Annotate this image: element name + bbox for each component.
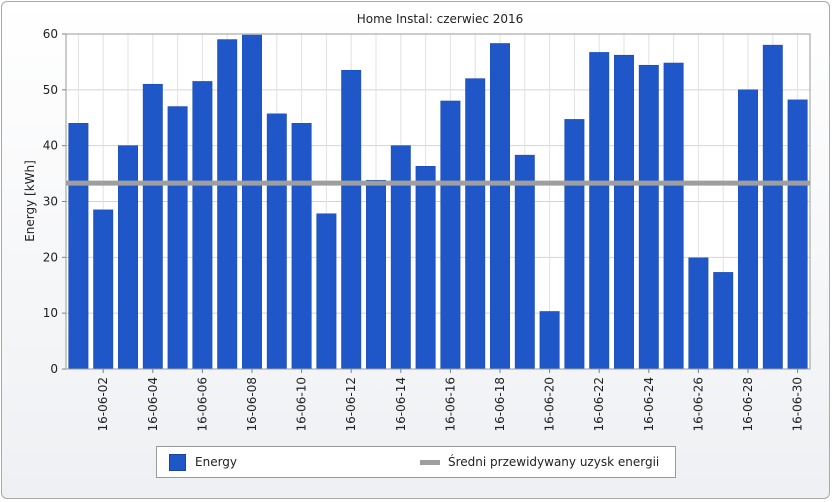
bar — [390, 145, 411, 370]
bar — [366, 179, 386, 370]
bar — [242, 34, 262, 370]
y-axis-label: Energy [kWh] — [23, 160, 37, 242]
y-tick-label: 60 — [43, 27, 58, 41]
bar — [713, 272, 734, 370]
bar — [688, 257, 709, 370]
bar — [266, 113, 287, 370]
bar — [738, 89, 758, 370]
bar — [514, 154, 535, 370]
plot-border — [65, 33, 811, 370]
y-tick-label: 40 — [43, 139, 58, 153]
x-tick-label: 16-06-10 — [295, 377, 309, 431]
bar — [490, 43, 510, 370]
x-tick-label: 16-06-14 — [394, 377, 408, 431]
legend-label-average: Średni przewidywany uzysk energii — [448, 455, 660, 469]
bar — [291, 123, 312, 370]
bar — [638, 64, 659, 370]
x-tick-label: 16-06-04 — [146, 377, 160, 431]
legend: Energy Średni przewidywany uzysk energii — [156, 446, 676, 478]
bar — [415, 166, 436, 370]
bar — [762, 44, 783, 370]
bar — [93, 209, 114, 370]
bar — [663, 62, 684, 370]
x-tick-label: 16-06-18 — [493, 377, 507, 431]
bar — [539, 311, 560, 370]
bar — [465, 78, 486, 370]
chart-title: Home Instal: czerwiec 2016 — [357, 12, 524, 26]
y-tick-label: 50 — [43, 83, 58, 97]
bar — [192, 81, 213, 370]
legend-label-energy: Energy — [195, 455, 238, 469]
bar — [564, 119, 585, 370]
x-tick-label: 16-06-28 — [741, 377, 755, 431]
bar — [167, 106, 188, 370]
bar — [316, 213, 337, 370]
bar — [787, 99, 808, 370]
y-tick-label: 30 — [43, 195, 58, 209]
x-tick-label: 16-06-02 — [96, 377, 110, 431]
y-tick-label: 0 — [50, 362, 58, 376]
x-tick-label: 16-06-20 — [543, 377, 557, 431]
x-tick-label: 16-06-08 — [245, 377, 259, 431]
x-tick-label: 16-06-24 — [642, 377, 656, 431]
bar — [341, 69, 362, 370]
bar — [589, 52, 610, 370]
bar — [68, 123, 89, 370]
y-tick-label: 20 — [43, 250, 58, 264]
x-tick-label: 16-06-12 — [344, 377, 358, 431]
x-tick-label: 16-06-16 — [443, 377, 457, 431]
x-tick-label: 16-06-26 — [691, 377, 705, 431]
bar — [217, 39, 238, 370]
legend-swatch-energy — [169, 454, 186, 471]
legend-swatch-average — [420, 460, 440, 465]
x-tick-label: 16-06-30 — [791, 377, 805, 431]
bar — [118, 145, 138, 370]
x-tick-label: 16-06-22 — [592, 377, 606, 431]
bar — [614, 54, 634, 370]
x-tick-label: 16-06-06 — [195, 377, 209, 431]
bar — [142, 83, 163, 370]
y-tick-label: 10 — [43, 306, 58, 320]
bar — [440, 100, 461, 370]
